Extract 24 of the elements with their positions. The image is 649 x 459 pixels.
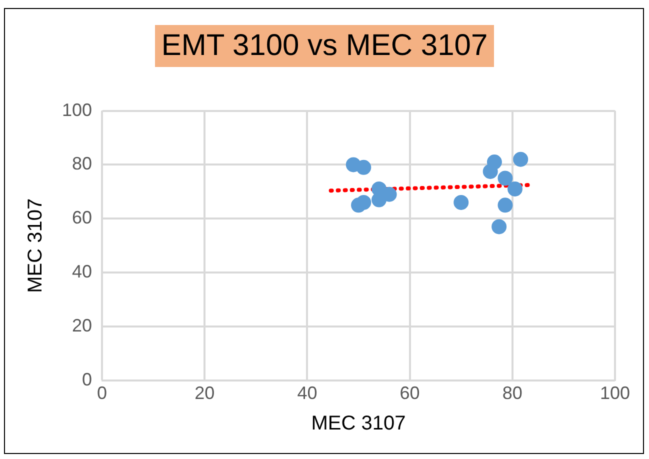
y-tick-label: 0 bbox=[82, 369, 92, 390]
y-tick-label: 40 bbox=[72, 262, 92, 282]
point bbox=[513, 152, 528, 167]
x-tick-label: 60 bbox=[400, 383, 420, 404]
y-axis-title: MEC 3107 bbox=[24, 198, 47, 293]
y-tick-label: 100 bbox=[62, 100, 92, 120]
x-tick-label: 40 bbox=[297, 383, 318, 404]
y-tick-label: 60 bbox=[72, 208, 92, 228]
point bbox=[356, 194, 372, 210]
x-tick-label: 80 bbox=[502, 383, 522, 404]
y-tick-label: 80 bbox=[72, 154, 92, 174]
x-tick-label: 20 bbox=[194, 383, 215, 404]
x-tick-label: 0 bbox=[97, 383, 108, 404]
y-tick-label: 20 bbox=[72, 315, 92, 336]
chart-title: EMT 3100 vs MEC 3107 bbox=[155, 25, 494, 67]
x-tick-label: 100 bbox=[600, 383, 630, 404]
point bbox=[454, 194, 469, 210]
point bbox=[507, 181, 522, 196]
point bbox=[356, 160, 372, 175]
point bbox=[498, 170, 513, 186]
point bbox=[492, 219, 507, 234]
point bbox=[482, 164, 498, 179]
x-axis-title: MEC 3107 bbox=[311, 412, 406, 435]
point bbox=[498, 198, 513, 213]
